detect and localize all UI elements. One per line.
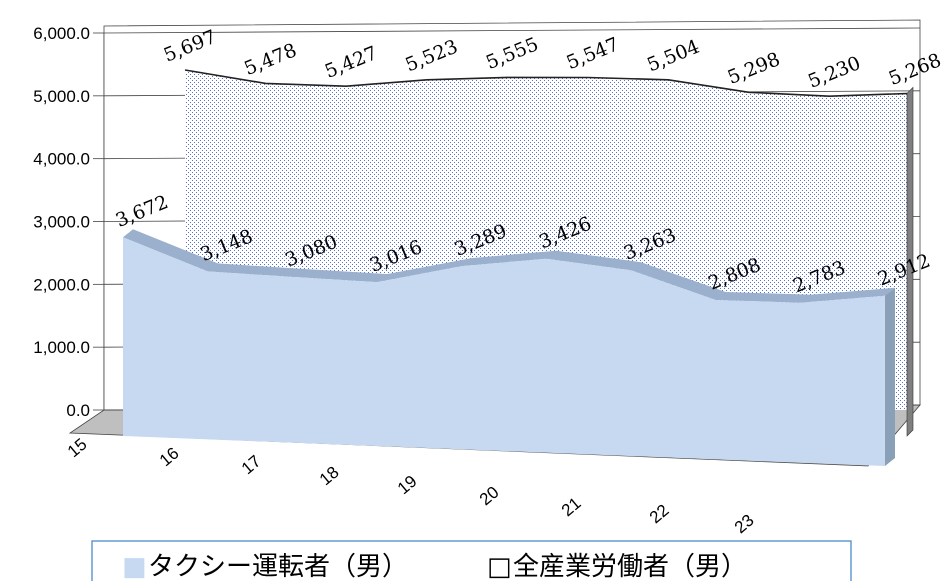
series-taxi-drivers-endcap [885, 287, 895, 466]
y-tick-label: 0.0 [66, 401, 90, 420]
series-all-industries-endcap [906, 86, 914, 437]
legend-label-taxi: タクシー運転者（男） [148, 552, 408, 581]
x-tick-label: 16 [156, 444, 183, 471]
legend: ■ タクシー運転者（男） □ 全産業労働者（男） [91, 540, 852, 581]
y-tick-label: 4,000.0 [33, 150, 90, 169]
y-axis-ticks: 0.0 1,000.0 2,000.0 3,000.0 4,000.0 5,000.0 6,… [33, 24, 90, 420]
series-taxi-drivers-area [123, 229, 895, 466]
legend-frame [91, 540, 852, 581]
x-tick-label: 20 [476, 483, 503, 510]
legend-marker-taxi: ■ [122, 552, 147, 581]
y-tick-label: 5,000.0 [33, 87, 90, 106]
y-tick-label: 1,000.0 [33, 338, 90, 357]
x-tick-label: 19 [394, 472, 421, 499]
x-tick-label: 15 [64, 435, 91, 462]
x-tick-label: 17 [238, 452, 265, 479]
y-tick-label: 2,000.0 [33, 275, 90, 294]
x-tick-label: 22 [646, 501, 673, 528]
series-taxi-drivers-face [123, 237, 885, 466]
series-taxi-drivers-top [123, 229, 895, 303]
x-tick-label: 23 [731, 511, 758, 538]
legend-marker-all-industries: □ [487, 552, 512, 581]
gridline [103, 27, 921, 34]
legend-label-all-industries: 全産業労働者（男） [513, 552, 747, 581]
x-tick-label: 21 [558, 494, 585, 521]
y-tick-label: 6,000.0 [33, 24, 90, 43]
y-tick-label: 3,000.0 [33, 213, 90, 232]
x-tick-label: 18 [316, 463, 343, 490]
series-all-industries-edge [184, 69, 911, 98]
